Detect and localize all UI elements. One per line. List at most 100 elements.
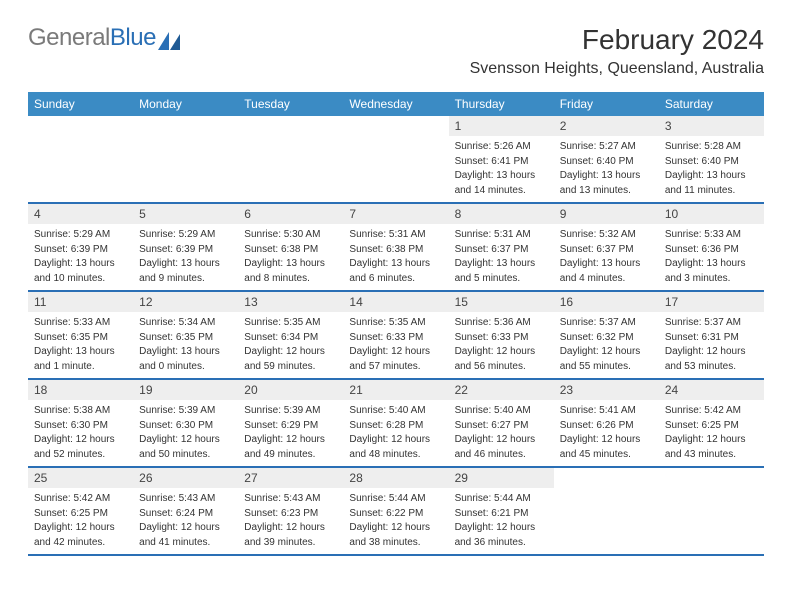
sunset: Sunset: 6:31 PM xyxy=(665,331,758,345)
day-number: 4 xyxy=(28,204,133,224)
day-cell: 13Sunrise: 5:35 AMSunset: 6:34 PMDayligh… xyxy=(238,292,343,378)
day-cell: . xyxy=(133,116,238,202)
daylight-line1: Daylight: 12 hours xyxy=(244,521,337,535)
day-cell: . xyxy=(238,116,343,202)
day-details: Sunrise: 5:31 AMSunset: 6:37 PMDaylight:… xyxy=(449,224,554,290)
sunset: Sunset: 6:23 PM xyxy=(244,507,337,521)
day-details: Sunrise: 5:39 AMSunset: 6:30 PMDaylight:… xyxy=(133,400,238,466)
daylight-line2: and 14 minutes. xyxy=(455,184,548,198)
day-cell: 9Sunrise: 5:32 AMSunset: 6:37 PMDaylight… xyxy=(554,204,659,290)
day-number: 10 xyxy=(659,204,764,224)
day-details: Sunrise: 5:35 AMSunset: 6:34 PMDaylight:… xyxy=(238,312,343,378)
sunrise: Sunrise: 5:43 AM xyxy=(244,492,337,506)
daylight-line2: and 42 minutes. xyxy=(34,536,127,550)
sunset: Sunset: 6:39 PM xyxy=(34,243,127,257)
day-cell: 27Sunrise: 5:43 AMSunset: 6:23 PMDayligh… xyxy=(238,468,343,554)
day-details: Sunrise: 5:40 AMSunset: 6:28 PMDaylight:… xyxy=(343,400,448,466)
daylight-line1: Daylight: 13 hours xyxy=(455,169,548,183)
week-row: 18Sunrise: 5:38 AMSunset: 6:30 PMDayligh… xyxy=(28,378,764,466)
day-details: Sunrise: 5:33 AMSunset: 6:36 PMDaylight:… xyxy=(659,224,764,290)
day-number: 11 xyxy=(28,292,133,312)
sunrise: Sunrise: 5:42 AM xyxy=(665,404,758,418)
daylight-line2: and 49 minutes. xyxy=(244,448,337,462)
day-details: Sunrise: 5:40 AMSunset: 6:27 PMDaylight:… xyxy=(449,400,554,466)
day-number: 24 xyxy=(659,380,764,400)
week-row: 25Sunrise: 5:42 AMSunset: 6:25 PMDayligh… xyxy=(28,466,764,554)
day-header: Saturday xyxy=(659,92,764,116)
day-details: Sunrise: 5:37 AMSunset: 6:31 PMDaylight:… xyxy=(659,312,764,378)
sunrise: Sunrise: 5:29 AM xyxy=(34,228,127,242)
daylight-line1: Daylight: 13 hours xyxy=(244,257,337,271)
week-row: 11Sunrise: 5:33 AMSunset: 6:35 PMDayligh… xyxy=(28,290,764,378)
daylight-line1: Daylight: 12 hours xyxy=(560,345,653,359)
day-cell: . xyxy=(659,468,764,554)
day-details: Sunrise: 5:42 AMSunset: 6:25 PMDaylight:… xyxy=(28,488,133,554)
day-details: Sunrise: 5:28 AMSunset: 6:40 PMDaylight:… xyxy=(659,136,764,202)
day-header: Sunday xyxy=(28,92,133,116)
sunrise: Sunrise: 5:38 AM xyxy=(34,404,127,418)
day-details: Sunrise: 5:44 AMSunset: 6:22 PMDaylight:… xyxy=(343,488,448,554)
day-header: Wednesday xyxy=(343,92,448,116)
day-header: Tuesday xyxy=(238,92,343,116)
daylight-line2: and 10 minutes. xyxy=(34,272,127,286)
day-cell: 19Sunrise: 5:39 AMSunset: 6:30 PMDayligh… xyxy=(133,380,238,466)
day-number: 9 xyxy=(554,204,659,224)
day-cell: 11Sunrise: 5:33 AMSunset: 6:35 PMDayligh… xyxy=(28,292,133,378)
month-title: February 2024 xyxy=(470,24,764,56)
day-number: 6 xyxy=(238,204,343,224)
day-details: Sunrise: 5:38 AMSunset: 6:30 PMDaylight:… xyxy=(28,400,133,466)
daylight-line2: and 52 minutes. xyxy=(34,448,127,462)
day-details: Sunrise: 5:43 AMSunset: 6:24 PMDaylight:… xyxy=(133,488,238,554)
daylight-line1: Daylight: 12 hours xyxy=(665,345,758,359)
sunset: Sunset: 6:40 PM xyxy=(665,155,758,169)
daylight-line1: Daylight: 12 hours xyxy=(34,521,127,535)
day-cell: 21Sunrise: 5:40 AMSunset: 6:28 PMDayligh… xyxy=(343,380,448,466)
sunset: Sunset: 6:36 PM xyxy=(665,243,758,257)
sunrise: Sunrise: 5:26 AM xyxy=(455,140,548,154)
day-cell: . xyxy=(554,468,659,554)
sunrise: Sunrise: 5:42 AM xyxy=(34,492,127,506)
sunrise: Sunrise: 5:33 AM xyxy=(665,228,758,242)
day-header-row: Sunday Monday Tuesday Wednesday Thursday… xyxy=(28,92,764,116)
day-number: 23 xyxy=(554,380,659,400)
sunrise: Sunrise: 5:28 AM xyxy=(665,140,758,154)
sunrise: Sunrise: 5:27 AM xyxy=(560,140,653,154)
daylight-line2: and 4 minutes. xyxy=(560,272,653,286)
day-details: Sunrise: 5:41 AMSunset: 6:26 PMDaylight:… xyxy=(554,400,659,466)
daylight-line2: and 3 minutes. xyxy=(665,272,758,286)
daylight-line1: Daylight: 13 hours xyxy=(665,169,758,183)
daylight-line2: and 56 minutes. xyxy=(455,360,548,374)
day-number: 2 xyxy=(554,116,659,136)
day-cell: 22Sunrise: 5:40 AMSunset: 6:27 PMDayligh… xyxy=(449,380,554,466)
day-cell: 12Sunrise: 5:34 AMSunset: 6:35 PMDayligh… xyxy=(133,292,238,378)
daylight-line2: and 50 minutes. xyxy=(139,448,232,462)
sunset: Sunset: 6:33 PM xyxy=(349,331,442,345)
day-number: 16 xyxy=(554,292,659,312)
daylight-line2: and 1 minute. xyxy=(34,360,127,374)
daylight-line2: and 36 minutes. xyxy=(455,536,548,550)
day-details: Sunrise: 5:39 AMSunset: 6:29 PMDaylight:… xyxy=(238,400,343,466)
sunset: Sunset: 6:34 PM xyxy=(244,331,337,345)
sunrise: Sunrise: 5:37 AM xyxy=(560,316,653,330)
sunset: Sunset: 6:30 PM xyxy=(139,419,232,433)
day-cell: 14Sunrise: 5:35 AMSunset: 6:33 PMDayligh… xyxy=(343,292,448,378)
daylight-line1: Daylight: 13 hours xyxy=(665,257,758,271)
day-details: Sunrise: 5:44 AMSunset: 6:21 PMDaylight:… xyxy=(449,488,554,554)
day-number: 21 xyxy=(343,380,448,400)
daylight-line1: Daylight: 13 hours xyxy=(560,169,653,183)
sunset: Sunset: 6:27 PM xyxy=(455,419,548,433)
header: GeneralBlue February 2024 Svensson Heigh… xyxy=(28,24,764,78)
sunset: Sunset: 6:39 PM xyxy=(139,243,232,257)
day-number: 15 xyxy=(449,292,554,312)
weeks-container: .... 1Sunrise: 5:26 AMSunset: 6:41 PMDayl… xyxy=(28,116,764,556)
sunset: Sunset: 6:41 PM xyxy=(455,155,548,169)
day-details: Sunrise: 5:36 AMSunset: 6:33 PMDaylight:… xyxy=(449,312,554,378)
sunset: Sunset: 6:28 PM xyxy=(349,419,442,433)
day-cell: 2Sunrise: 5:27 AMSunset: 6:40 PMDaylight… xyxy=(554,116,659,202)
day-details: Sunrise: 5:34 AMSunset: 6:35 PMDaylight:… xyxy=(133,312,238,378)
day-cell: 4Sunrise: 5:29 AMSunset: 6:39 PMDaylight… xyxy=(28,204,133,290)
day-cell: 1Sunrise: 5:26 AMSunset: 6:41 PMDaylight… xyxy=(449,116,554,202)
sunrise: Sunrise: 5:34 AM xyxy=(139,316,232,330)
daylight-line1: Daylight: 12 hours xyxy=(349,345,442,359)
daylight-line2: and 55 minutes. xyxy=(560,360,653,374)
